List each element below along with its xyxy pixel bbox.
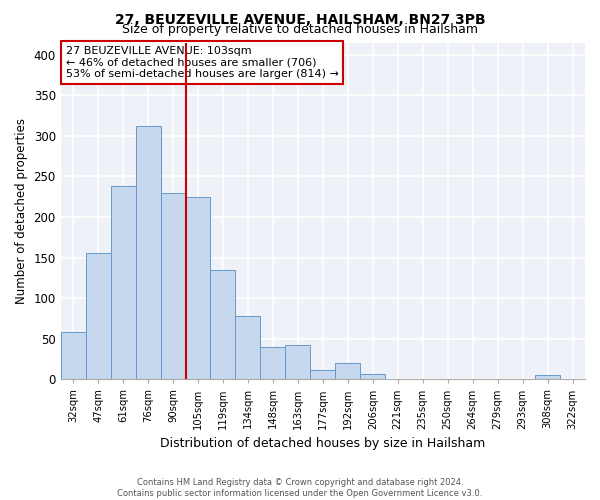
- Bar: [211, 270, 235, 380]
- Text: 27 BEUZEVILLE AVENUE: 103sqm
← 46% of detached houses are smaller (706)
53% of s: 27 BEUZEVILLE AVENUE: 103sqm ← 46% of de…: [66, 46, 339, 79]
- Bar: [286, 345, 310, 380]
- Bar: [136, 126, 161, 380]
- Bar: [161, 192, 185, 380]
- Bar: [335, 363, 360, 380]
- Bar: [360, 374, 385, 380]
- Bar: [86, 254, 110, 380]
- Bar: [235, 316, 260, 380]
- Text: Size of property relative to detached houses in Hailsham: Size of property relative to detached ho…: [122, 22, 478, 36]
- X-axis label: Distribution of detached houses by size in Hailsham: Distribution of detached houses by size …: [160, 437, 485, 450]
- Bar: [61, 332, 86, 380]
- Text: Contains HM Land Registry data © Crown copyright and database right 2024.
Contai: Contains HM Land Registry data © Crown c…: [118, 478, 482, 498]
- Bar: [185, 198, 211, 380]
- Text: 27, BEUZEVILLE AVENUE, HAILSHAM, BN27 3PB: 27, BEUZEVILLE AVENUE, HAILSHAM, BN27 3P…: [115, 12, 485, 26]
- Bar: [310, 370, 335, 380]
- Bar: [110, 186, 136, 380]
- Bar: [535, 375, 560, 380]
- Y-axis label: Number of detached properties: Number of detached properties: [15, 118, 28, 304]
- Bar: [260, 347, 286, 380]
